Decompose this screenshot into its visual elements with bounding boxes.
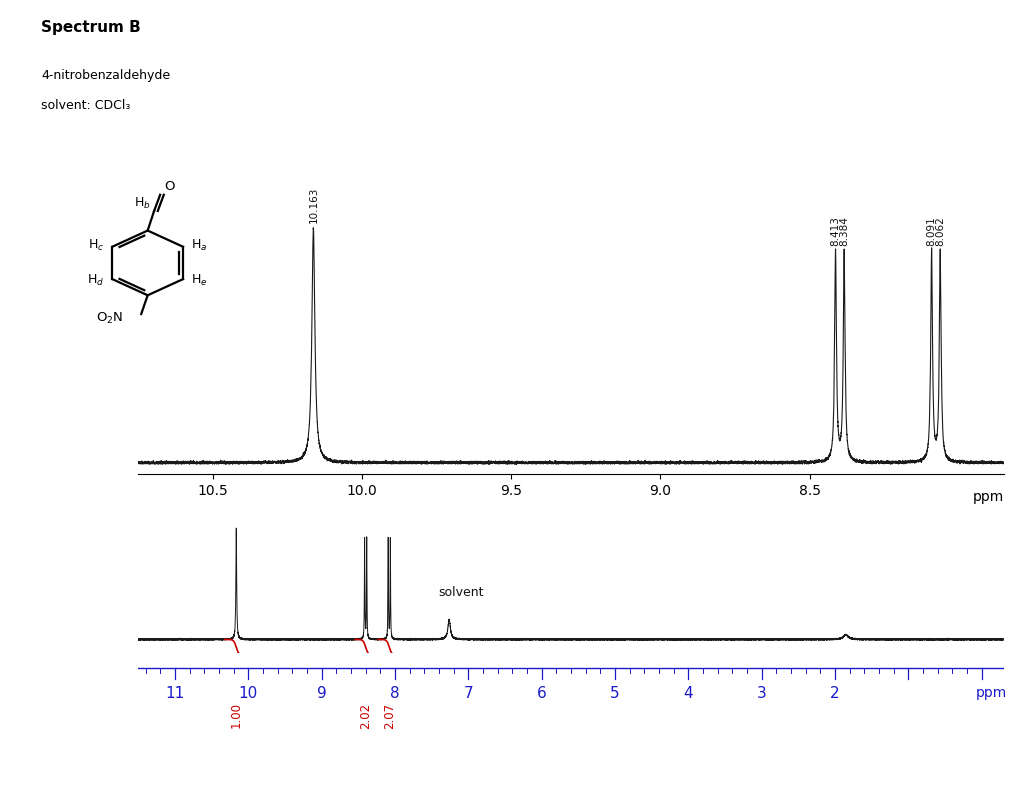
Text: 6: 6 (537, 686, 547, 701)
Text: 8.384: 8.384 (840, 217, 849, 247)
Text: Spectrum B: Spectrum B (41, 20, 140, 35)
Text: H$_a$: H$_a$ (191, 238, 208, 254)
Text: solvent: CDCl₃: solvent: CDCl₃ (41, 99, 130, 112)
Text: 8.413: 8.413 (830, 217, 841, 247)
Text: 1.00: 1.00 (229, 702, 243, 728)
Text: H$_e$: H$_e$ (191, 272, 208, 288)
Text: 8: 8 (390, 686, 399, 701)
Text: 7: 7 (464, 686, 473, 701)
Text: 8.091: 8.091 (927, 217, 937, 247)
Text: 4: 4 (683, 686, 693, 701)
Text: 9: 9 (316, 686, 327, 701)
Text: 5: 5 (610, 686, 620, 701)
Text: 2: 2 (830, 686, 840, 701)
Text: O: O (164, 180, 174, 193)
Text: H$_d$: H$_d$ (87, 272, 104, 288)
Text: 2.02: 2.02 (359, 702, 372, 728)
Text: 11: 11 (165, 686, 184, 701)
Text: 8.062: 8.062 (935, 217, 945, 247)
Text: solvent: solvent (438, 586, 483, 599)
Text: ppm: ppm (972, 491, 1004, 504)
Text: O$_2$N: O$_2$N (95, 311, 123, 326)
Text: H$_c$: H$_c$ (88, 238, 104, 254)
Text: 4-nitrobenzaldehyde: 4-nitrobenzaldehyde (41, 69, 170, 82)
Text: 3: 3 (757, 686, 766, 701)
Text: H$_b$: H$_b$ (134, 195, 151, 211)
Text: 10: 10 (239, 686, 258, 701)
Text: 2.07: 2.07 (383, 702, 396, 728)
Text: ppm: ppm (976, 686, 1008, 700)
Text: 10.163: 10.163 (308, 187, 318, 223)
